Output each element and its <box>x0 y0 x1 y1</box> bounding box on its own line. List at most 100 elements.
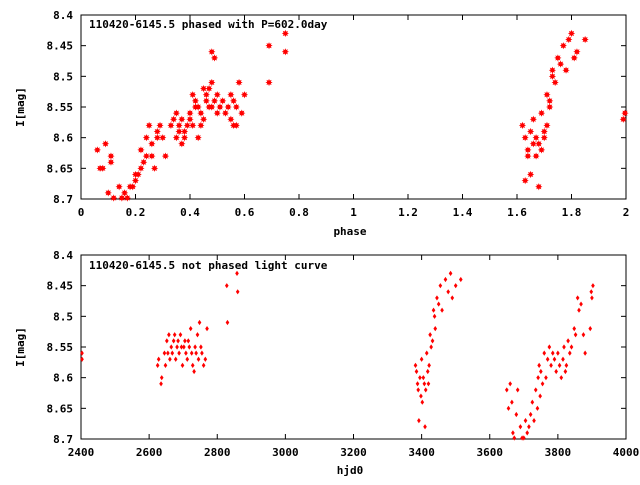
y-tick-label: 8.4 <box>53 249 73 262</box>
data-point <box>547 344 552 350</box>
data-point <box>415 381 420 387</box>
data-point <box>540 134 548 142</box>
data-point <box>590 295 594 301</box>
data-point <box>536 375 540 381</box>
data-point <box>115 183 123 191</box>
data-point <box>418 375 422 381</box>
data-point <box>589 289 594 295</box>
data-point <box>557 362 562 368</box>
data-point <box>167 121 175 129</box>
data-point <box>562 344 566 350</box>
data-point <box>137 164 145 172</box>
data-point <box>131 177 140 185</box>
data-point <box>581 35 589 44</box>
data-point <box>528 411 533 418</box>
x-tick-label: 0.2 <box>126 206 146 219</box>
x-tick-label: 0 <box>78 206 85 219</box>
x-tick-label: 0.6 <box>235 206 255 219</box>
data-point <box>156 356 161 362</box>
data-point <box>423 387 428 393</box>
data-point <box>521 435 526 441</box>
data-point <box>178 115 186 123</box>
y-tick-label: 8.45 <box>47 40 74 53</box>
data-point <box>572 326 577 332</box>
data-point <box>170 350 175 356</box>
x-axis-label: hjd0 <box>337 464 364 477</box>
data-point <box>177 350 181 356</box>
data-point <box>563 368 568 375</box>
data-point <box>186 109 194 117</box>
data-point <box>424 350 429 356</box>
data-point <box>453 283 458 289</box>
data-point <box>208 103 216 111</box>
data-point <box>569 344 574 350</box>
y-tick-label: 8.45 <box>47 280 74 293</box>
y-tick-label: 8.65 <box>47 162 74 175</box>
x-tick-label: 3400 <box>408 446 435 459</box>
unphased-light-curve-panel: 110420-6145.5 not phased light curve hjd… <box>14 249 639 477</box>
data-point <box>425 368 430 375</box>
data-point <box>200 85 208 93</box>
data-point <box>429 344 433 350</box>
y-tick-label: 8.7 <box>53 193 73 206</box>
x-tick-label: 1.4 <box>453 206 473 219</box>
axis-ticks: 2400 2600 2800 3000 3200 3400 3600 3800 4000 8.4 8… <box>47 249 640 459</box>
data-point <box>554 368 558 375</box>
data-point <box>150 164 159 172</box>
data-point <box>518 424 523 430</box>
data-point <box>559 42 567 50</box>
data-point <box>183 121 191 129</box>
x-tick-label: 3000 <box>272 446 299 459</box>
y-tick-label: 8.55 <box>47 341 74 354</box>
data-points <box>80 270 595 441</box>
data-point <box>529 115 537 123</box>
data-point <box>621 109 629 117</box>
data-point <box>512 435 517 441</box>
data-point <box>232 103 240 111</box>
data-point <box>565 35 573 44</box>
data-point <box>577 307 581 313</box>
data-point <box>579 301 583 307</box>
data-point <box>567 350 572 356</box>
data-point <box>175 344 179 350</box>
data-point <box>227 91 235 99</box>
x-tick-label: 3800 <box>545 446 572 459</box>
data-point <box>533 387 538 393</box>
data-point <box>179 344 184 350</box>
data-point <box>186 115 194 123</box>
data-point <box>573 332 578 338</box>
data-point <box>213 109 221 117</box>
data-point <box>200 115 208 123</box>
data-point <box>523 418 528 424</box>
data-point <box>527 170 535 179</box>
data-point <box>559 375 564 381</box>
data-point <box>419 356 424 362</box>
data-point <box>550 350 555 356</box>
data-point <box>107 158 115 166</box>
data-point <box>422 381 427 387</box>
data-point <box>155 362 160 368</box>
data-point <box>210 97 219 105</box>
data-point <box>535 405 540 411</box>
data-point <box>163 362 168 368</box>
data-point <box>518 121 527 129</box>
data-point <box>506 405 511 411</box>
data-point <box>170 115 178 123</box>
data-point <box>535 183 543 191</box>
data-point <box>504 387 509 393</box>
data-point <box>190 362 195 368</box>
data-point <box>189 350 194 356</box>
data-point <box>539 368 543 375</box>
data-point <box>224 283 229 289</box>
data-point <box>195 332 200 338</box>
data-point <box>537 146 546 154</box>
data-point <box>189 121 197 129</box>
data-point <box>183 338 187 344</box>
data-points <box>93 29 629 202</box>
data-point <box>156 121 164 129</box>
x-tick-label: 2 <box>623 206 630 219</box>
data-point <box>216 103 224 111</box>
data-point <box>153 134 161 142</box>
data-point <box>575 295 580 301</box>
